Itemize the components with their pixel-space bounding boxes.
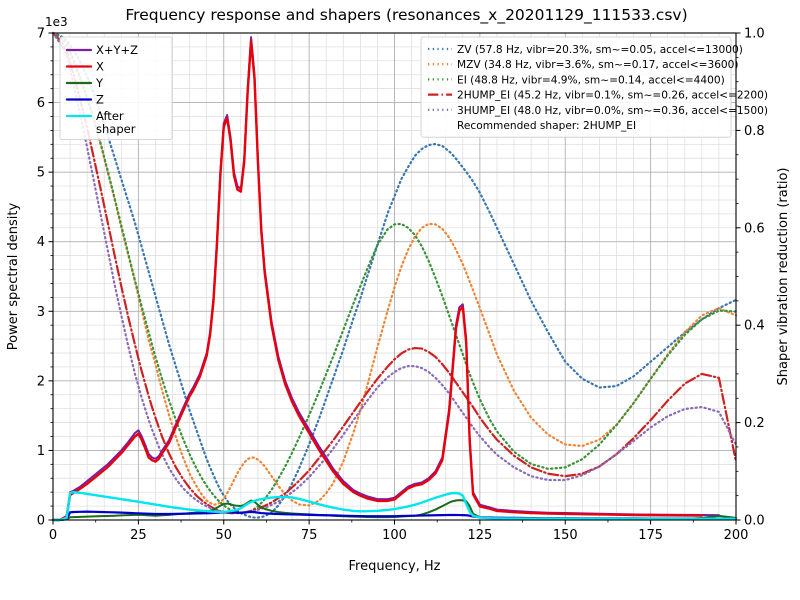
- legend-psd-label-cont: shaper: [96, 122, 136, 136]
- legend-psd-label: After: [96, 109, 124, 123]
- ytick-left-label: 1: [37, 444, 45, 459]
- xtick-label: 50: [215, 528, 232, 543]
- xtick-label: 200: [724, 528, 749, 543]
- ytick-right-label: 0.2: [744, 416, 765, 431]
- ytick-left-label: 4: [37, 235, 45, 250]
- y-axis-offset-text: 1e3: [45, 15, 68, 29]
- ytick-left-label: 2: [37, 374, 45, 389]
- ytick-right-label: 0.4: [744, 319, 765, 334]
- series-line-2hump-ei: [51, 31, 738, 515]
- legend-shaper-label: Recommended shaper: 2HUMP_EI: [457, 120, 636, 132]
- legend-psd-label: X+Y+Z: [96, 43, 138, 57]
- legend-psd-label: X: [96, 60, 104, 74]
- xtick-label: 175: [638, 528, 663, 543]
- ytick-right-label: 0.6: [744, 221, 765, 236]
- legend-shaper-label: ZV (57.8 Hz, vibr=20.3%, sm~=0.05, accel…: [457, 44, 743, 56]
- ytick-right-label: 0.0: [744, 514, 765, 529]
- xtick-label: 125: [467, 528, 492, 543]
- y-axis-label-left: Power spectral density: [6, 202, 21, 350]
- ytick-left-label: 0: [37, 514, 45, 529]
- series-line-ei: [51, 31, 738, 514]
- ytick-left-label: 6: [37, 96, 45, 111]
- legend-shapers-box: [420, 36, 732, 138]
- series-line-mzv: [51, 31, 738, 507]
- legend-shaper-label: EI (48.8 Hz, vibr=4.9%, sm~=0.14, accel<…: [457, 74, 725, 86]
- xtick-label: 100: [382, 528, 407, 543]
- xtick-label: 0: [49, 528, 57, 543]
- series-line-x: [51, 40, 704, 522]
- legend-shaper-label: 2HUMP_EI (45.2 Hz, vibr=0.1%, sm~=0.26, …: [457, 90, 768, 102]
- y-axis-label-right: Shaper vibration reduction (ratio): [776, 168, 791, 386]
- legend-psd-label: Z: [96, 93, 104, 107]
- series-line-after-shaper: [51, 490, 738, 522]
- xtick-label: 150: [553, 528, 578, 543]
- legend-shaper-label: 3HUMP_EI (48.0 Hz, vibr=0.0%, sm~=0.36, …: [457, 105, 768, 117]
- chart-title: Frequency response and shapers (resonanc…: [125, 6, 687, 25]
- ytick-left-label: 7: [37, 27, 45, 42]
- ytick-left-label: 5: [37, 166, 45, 181]
- ytick-left-label: 3: [37, 305, 45, 320]
- x-axis-label: Frequency, Hz: [348, 559, 440, 574]
- ytick-right-label: 1.0: [744, 27, 765, 42]
- legend-psd-box: [59, 36, 173, 140]
- xtick-label: 25: [130, 528, 147, 543]
- legend-shaper-label: MZV (34.8 Hz, vibr=3.6%, sm~=0.17, accel…: [457, 59, 739, 71]
- legend-psd-label: Y: [95, 76, 104, 90]
- ytick-right-label: 0.8: [744, 124, 765, 139]
- series-line-3hump-ei: [51, 31, 738, 514]
- xtick-label: 75: [301, 528, 318, 543]
